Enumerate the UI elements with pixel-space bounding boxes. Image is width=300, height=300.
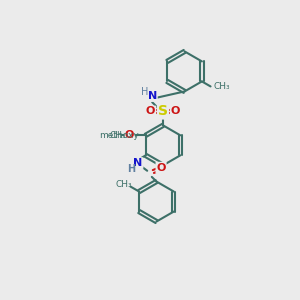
- Text: N: N: [148, 91, 157, 101]
- Text: O: O: [146, 106, 155, 116]
- Text: O: O: [125, 130, 134, 140]
- Text: H: H: [141, 87, 148, 97]
- Text: O: O: [171, 106, 180, 116]
- Text: S: S: [158, 104, 168, 118]
- Text: H: H: [127, 164, 135, 174]
- Text: N: N: [133, 158, 142, 168]
- Text: methoxy: methoxy: [100, 131, 139, 140]
- Text: CH₃: CH₃: [110, 131, 126, 140]
- Text: CH₃: CH₃: [116, 180, 133, 189]
- Text: CH₃: CH₃: [214, 82, 230, 91]
- Text: O: O: [156, 163, 166, 173]
